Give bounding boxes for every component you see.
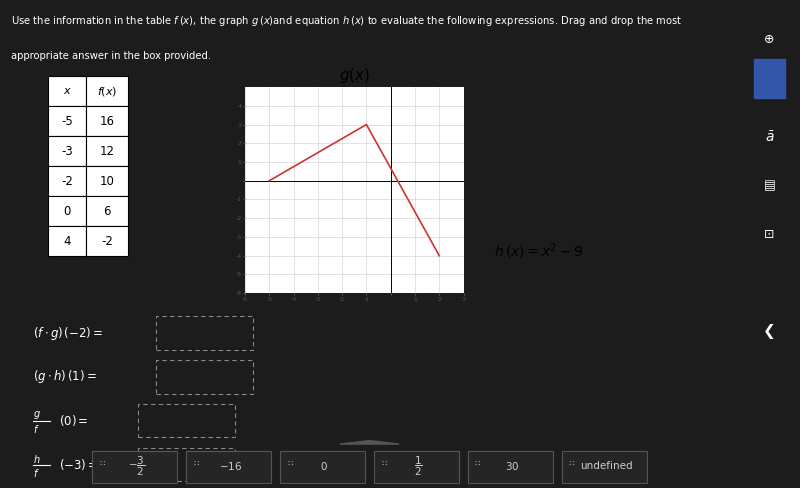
Text: $h\,(x) = x^2 - 9$: $h\,(x) = x^2 - 9$ bbox=[494, 241, 583, 261]
FancyBboxPatch shape bbox=[138, 404, 235, 437]
Bar bbox=[48, 136, 86, 166]
Text: ::: :: bbox=[568, 460, 576, 467]
Text: $\dfrac{1}{2}$: $\dfrac{1}{2}$ bbox=[414, 454, 422, 478]
Bar bbox=[86, 166, 128, 196]
Bar bbox=[86, 136, 128, 166]
FancyBboxPatch shape bbox=[374, 451, 459, 483]
Text: ⊕: ⊕ bbox=[764, 33, 775, 45]
Text: 0: 0 bbox=[63, 205, 70, 218]
Text: $30$: $30$ bbox=[505, 460, 519, 472]
Text: -2: -2 bbox=[101, 235, 113, 248]
Bar bbox=[48, 76, 86, 106]
Bar bbox=[48, 106, 86, 136]
FancyBboxPatch shape bbox=[138, 448, 235, 481]
Text: -3: -3 bbox=[61, 145, 73, 158]
Text: $h$: $h$ bbox=[33, 452, 40, 465]
Bar bbox=[86, 196, 128, 226]
FancyBboxPatch shape bbox=[280, 451, 365, 483]
Text: ::: :: bbox=[286, 460, 294, 467]
Text: $f$: $f$ bbox=[33, 467, 39, 479]
Text: $(g \cdot h)\,(1) = $: $(g \cdot h)\,(1) = $ bbox=[33, 368, 97, 386]
FancyBboxPatch shape bbox=[562, 451, 647, 483]
Text: Use the information in the table $f\,(x)$, the graph $g\,(x)$and equation $h\,(x: Use the information in the table $f\,(x)… bbox=[11, 14, 682, 28]
Text: -5: -5 bbox=[61, 115, 73, 128]
FancyBboxPatch shape bbox=[468, 451, 553, 483]
Bar bbox=[86, 76, 128, 106]
Text: ::: :: bbox=[474, 460, 482, 467]
Text: 6: 6 bbox=[103, 205, 110, 218]
Text: $f(x)$: $f(x)$ bbox=[97, 85, 117, 98]
FancyBboxPatch shape bbox=[93, 451, 178, 483]
Text: ::: :: bbox=[380, 460, 389, 467]
FancyBboxPatch shape bbox=[156, 360, 253, 393]
Text: $(0) = $: $(0) = $ bbox=[59, 413, 89, 428]
Text: $g$: $g$ bbox=[33, 408, 41, 421]
Text: ā: ā bbox=[766, 130, 774, 143]
Text: $x$: $x$ bbox=[62, 86, 71, 96]
Text: $-\dfrac{3}{2}$: $-\dfrac{3}{2}$ bbox=[128, 454, 146, 478]
Polygon shape bbox=[340, 441, 399, 444]
Text: ❮: ❮ bbox=[763, 325, 776, 339]
Text: ⊡: ⊡ bbox=[764, 228, 775, 241]
Text: appropriate answer in the box provided.: appropriate answer in the box provided. bbox=[11, 51, 211, 61]
Text: ::: :: bbox=[192, 460, 201, 467]
Text: ::: :: bbox=[98, 460, 107, 467]
Text: ▤: ▤ bbox=[764, 179, 775, 192]
Bar bbox=[48, 196, 86, 226]
FancyBboxPatch shape bbox=[156, 316, 253, 349]
Text: 12: 12 bbox=[99, 145, 114, 158]
Text: 16: 16 bbox=[99, 115, 114, 128]
Text: $g(x)$: $g(x)$ bbox=[338, 65, 370, 84]
Text: undefined: undefined bbox=[580, 461, 632, 471]
Bar bbox=[48, 166, 86, 196]
Text: 10: 10 bbox=[99, 175, 114, 188]
Text: -2: -2 bbox=[61, 175, 73, 188]
Text: $0$: $0$ bbox=[321, 460, 328, 472]
FancyBboxPatch shape bbox=[186, 451, 271, 483]
Bar bbox=[86, 106, 128, 136]
Text: $(f \cdot g)\,(-2) = $: $(f \cdot g)\,(-2) = $ bbox=[33, 325, 103, 342]
Text: $-16$: $-16$ bbox=[219, 460, 242, 472]
Text: 4: 4 bbox=[63, 235, 70, 248]
Bar bbox=[86, 226, 128, 256]
Bar bbox=[754, 59, 785, 98]
Text: $(-3) = $: $(-3) = $ bbox=[59, 457, 98, 472]
Bar bbox=[48, 226, 86, 256]
Text: $f$: $f$ bbox=[33, 423, 39, 435]
